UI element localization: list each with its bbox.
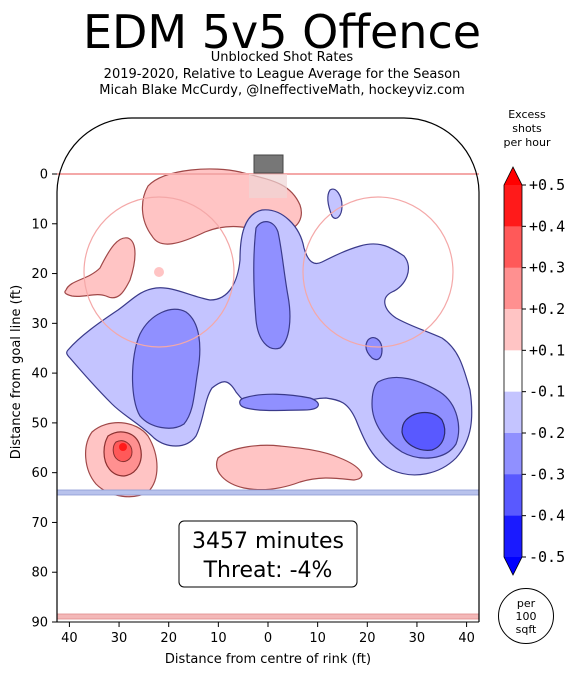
annotation-threat: Threat: -4% xyxy=(203,558,333,583)
negative-region xyxy=(365,337,383,361)
colorbar-title: Excess shots per hour xyxy=(503,108,551,149)
positive-region xyxy=(154,267,164,277)
x-tick-label: 30 xyxy=(409,631,426,646)
positive-region xyxy=(112,440,133,463)
faceoff-circle-left xyxy=(83,196,235,348)
colorbar-tick-label: -0.2 xyxy=(529,424,565,442)
colorbar-tick-label: -0.4 xyxy=(529,507,565,525)
rink-boards xyxy=(56,117,480,622)
colorbar-bottom-arrow xyxy=(504,557,522,575)
y-axis-label: Distance from goal line (ft) xyxy=(9,285,24,459)
heatmap-layer xyxy=(64,168,473,498)
subtitle-line-1: Unblocked Shot Rates xyxy=(210,50,354,65)
blue-line xyxy=(56,489,480,496)
colorbar-band xyxy=(504,391,522,434)
colorbar-tick-label: +0.4 xyxy=(529,217,565,235)
negative-region xyxy=(131,308,201,429)
colorbar-band xyxy=(504,267,522,310)
rink-markings xyxy=(56,117,480,622)
colorbar-band xyxy=(504,515,522,558)
colorbar-tick-label: +0.3 xyxy=(529,259,565,277)
negative-region xyxy=(239,393,319,412)
y-tick-label: 10 xyxy=(31,217,48,232)
colorbar-tick-label: -0.5 xyxy=(529,548,565,566)
y-ticks: 0 10 20 30 40 50 60 70 80 90 xyxy=(31,168,57,631)
negative-region xyxy=(327,188,343,219)
x-tick-label: 10 xyxy=(210,631,227,646)
colorbar-top-arrow xyxy=(504,167,522,185)
y-tick-label: 20 xyxy=(31,267,48,282)
x-tick-label: 40 xyxy=(61,631,78,646)
colorbar-band xyxy=(504,433,522,475)
colorbar-band xyxy=(504,226,522,269)
colorbar-tick-label: -0.1 xyxy=(529,383,565,401)
y-tick-label: 0 xyxy=(40,168,48,183)
y-tick-label: 60 xyxy=(31,466,48,481)
x-tick-label: 20 xyxy=(160,631,177,646)
y-tick-label: 90 xyxy=(31,616,48,631)
y-tick-label: 40 xyxy=(31,367,48,382)
colorbar: +0.5 +0.4 +0.3 +0.2 +0.1 -0.1 -0.2 -0.3 -0.4 -0.5 xyxy=(503,166,565,576)
colorbar-tick-label: +0.1 xyxy=(529,341,565,359)
goal-net xyxy=(253,154,284,174)
colorbar-band xyxy=(504,185,522,227)
subtitle-line-2: 2019-2020, Relative to League Average fo… xyxy=(103,67,461,82)
colorbar-tick-label: +0.2 xyxy=(529,300,565,318)
annotation-box xyxy=(178,520,358,588)
colorbar-tick-label: -0.3 xyxy=(529,465,565,483)
colorbar-band xyxy=(504,350,522,393)
colorbar-band xyxy=(504,474,522,517)
x-tick-label: 30 xyxy=(111,631,128,646)
subtitle-line-3: Micah Blake McCurdy, @IneffectiveMath, h… xyxy=(99,83,465,98)
y-tick-label: 50 xyxy=(31,416,48,431)
per-unit-badge: per 100 sqft xyxy=(498,588,554,644)
negative-region xyxy=(253,221,291,350)
x-tick-label: 40 xyxy=(458,631,475,646)
goal-crease xyxy=(249,174,287,198)
positive-region xyxy=(119,443,127,451)
x-ticks: 40 30 20 10 0 10 20 30 40 xyxy=(61,622,475,646)
x-tick-label: 0 xyxy=(264,631,272,646)
y-tick-label: 70 xyxy=(31,516,48,531)
x-axis-label: Distance from centre of rink (ft) xyxy=(165,652,371,667)
y-tick-label: 30 xyxy=(31,317,48,332)
colorbar-band xyxy=(504,309,522,351)
positive-region xyxy=(216,444,363,491)
centre-line xyxy=(56,613,480,620)
x-tick-label: 10 xyxy=(309,631,326,646)
y-tick-label: 80 xyxy=(31,566,48,581)
colorbar-tick-label: +0.5 xyxy=(529,176,565,194)
chart-title: EDM 5v5 Offence xyxy=(82,5,482,59)
x-tick-label: 20 xyxy=(359,631,376,646)
faceoff-circle-right xyxy=(302,196,454,348)
positive-region xyxy=(64,237,136,299)
negative-region xyxy=(401,411,446,451)
annotation-minutes: 3457 minutes xyxy=(192,529,344,554)
